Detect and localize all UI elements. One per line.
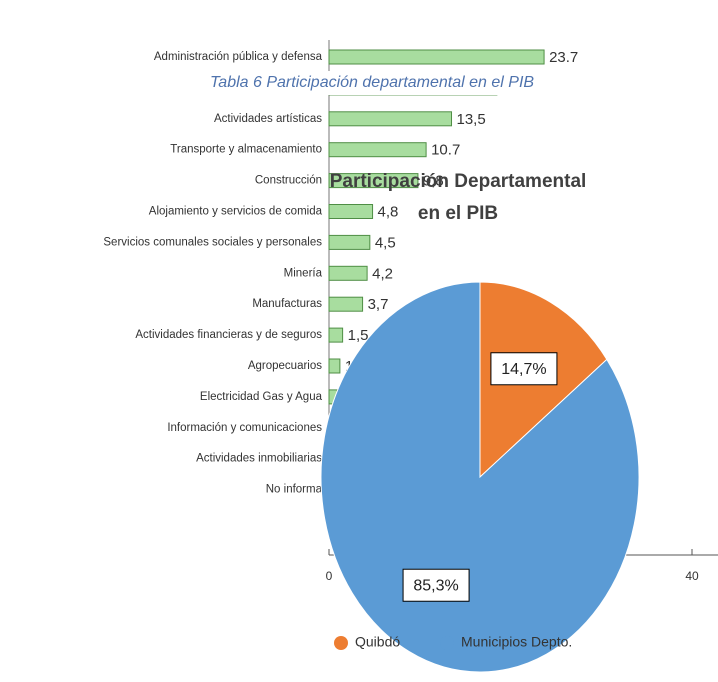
category-label: No informa	[266, 484, 323, 496]
pie-title: Participación Departamental en el PIB	[329, 171, 587, 224]
category-label: Minería	[284, 267, 323, 279]
bar	[328, 204, 374, 219]
bar	[328, 49, 545, 65]
x-tick-label: 40	[685, 569, 699, 583]
value-label: 4,2	[372, 265, 393, 282]
value-label: 4,5	[375, 234, 396, 251]
label-box	[402, 568, 470, 602]
bar	[328, 234, 371, 250]
category-label: Actividades financieras y de seguros	[135, 329, 322, 341]
category-label: Agropecuarios	[248, 360, 322, 372]
category-label: Actividades artísticas	[214, 113, 322, 125]
pie-label: 14,7%	[501, 361, 546, 378]
value-label: 10.7	[431, 142, 460, 159]
category-label: Electricidad Gas y Agua	[200, 391, 323, 403]
category-label: Actividades inmobiliarias	[196, 453, 322, 465]
pie-slice	[320, 281, 640, 673]
label-box	[490, 352, 558, 386]
category-label: Construcción	[255, 175, 322, 187]
value-label: 4,8	[378, 203, 399, 220]
legend-swatch	[440, 636, 454, 650]
category-label: Alojamiento y servicios de comida	[149, 206, 323, 218]
value-label: 1,5	[348, 327, 369, 344]
caption: Tabla 6 Participación departamental en e…	[206, 71, 718, 95]
bar	[328, 296, 364, 312]
value-label: 9,8	[423, 173, 444, 190]
bar	[328, 358, 341, 374]
pie-label: 85,3%	[413, 577, 458, 594]
category-label: Transporte y almacenamiento	[170, 144, 322, 156]
bar	[328, 142, 427, 158]
value-label: 3,7	[368, 296, 389, 313]
bar	[328, 173, 419, 189]
category-label: Administración pública y defensa	[154, 51, 323, 63]
bar	[328, 111, 453, 127]
legend-swatch	[334, 636, 348, 650]
value-label: 23.7	[549, 49, 578, 66]
value-label: 13,5	[457, 111, 486, 128]
category-label: Información y comunicaciones	[167, 422, 322, 434]
legend-label: Municipios Depto.	[461, 634, 572, 650]
category-label: Manufacturas	[252, 298, 322, 310]
bar	[328, 327, 344, 343]
legend-label: Quibdó	[355, 634, 400, 650]
x-tick-label: 0	[326, 569, 333, 583]
category-label: Servicios comunales sociales y personale…	[103, 236, 322, 248]
bar	[328, 265, 368, 281]
